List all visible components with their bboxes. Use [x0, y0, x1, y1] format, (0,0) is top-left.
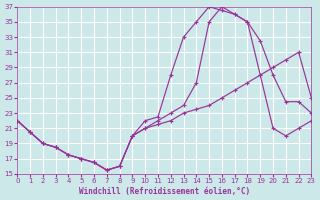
X-axis label: Windchill (Refroidissement éolien,°C): Windchill (Refroidissement éolien,°C) [79, 187, 250, 196]
